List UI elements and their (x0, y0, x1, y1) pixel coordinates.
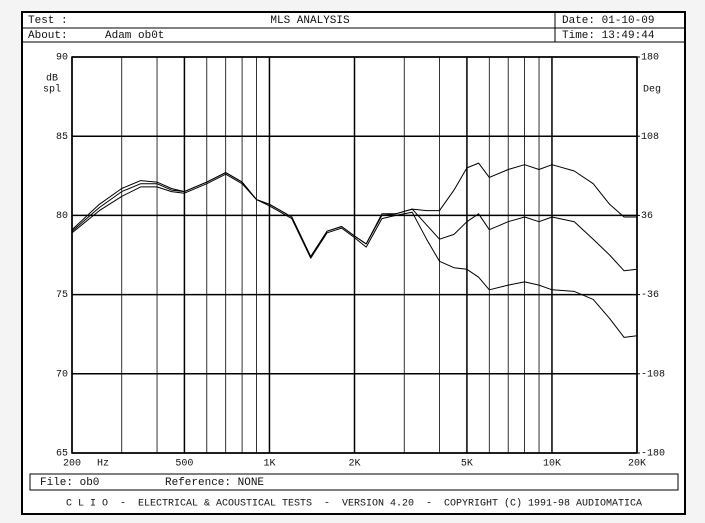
about: Adam ob0t (105, 30, 164, 42)
y2-tick-label: -36 (641, 290, 659, 301)
y-label: dB (46, 73, 58, 85)
x-tick-label: 2K (348, 459, 360, 470)
y-tick-label: 75 (56, 290, 68, 301)
footer-box (29, 473, 679, 491)
plot: 200 500 1K 2K 5K 10K 20K 65 70 75 80 85 90 -180 -108 -3… (56, 53, 665, 470)
series-line (71, 173, 638, 338)
x-label: Hz (97, 459, 109, 470)
x-tick-label: 5K (461, 459, 473, 470)
about-label: About: (28, 30, 68, 42)
y2-label: Deg (643, 85, 661, 96)
y2-tick-label: 180 (641, 53, 659, 64)
y-tick-label: 80 (56, 211, 68, 222)
y-tick-label: 70 (56, 369, 68, 380)
window-frame (21, 11, 686, 515)
test-label: Test : (28, 15, 68, 27)
x-tick-label: 20K (628, 459, 646, 470)
x-tick-label: 10K (543, 459, 561, 470)
x-tick-label: 200 (63, 459, 81, 470)
reference: Reference: NONE (165, 477, 264, 489)
series-line (71, 172, 638, 272)
y2-tick-label: 36 (641, 211, 653, 222)
time: Time: 13:49:44 (562, 30, 655, 42)
title: MLS ANALYSIS (270, 15, 350, 27)
date: Date: 01-10-09 (562, 15, 654, 27)
y-tick-label: 90 (56, 53, 68, 64)
file: File: ob0 (40, 477, 99, 489)
y-label: spl (43, 84, 61, 96)
y2-tick-label: 108 (641, 132, 659, 143)
x-tick-label: 500 (175, 459, 193, 470)
y2-tick-label: -108 (641, 369, 665, 380)
y-tick-label: 85 (56, 132, 68, 143)
x-tick-label: 1K (263, 459, 275, 470)
y2-tick-label: -180 (641, 449, 665, 460)
banner: C L I O - ELECTRICAL & ACOUSTICAL TESTS … (66, 498, 642, 510)
y-tick-label: 65 (56, 449, 68, 460)
